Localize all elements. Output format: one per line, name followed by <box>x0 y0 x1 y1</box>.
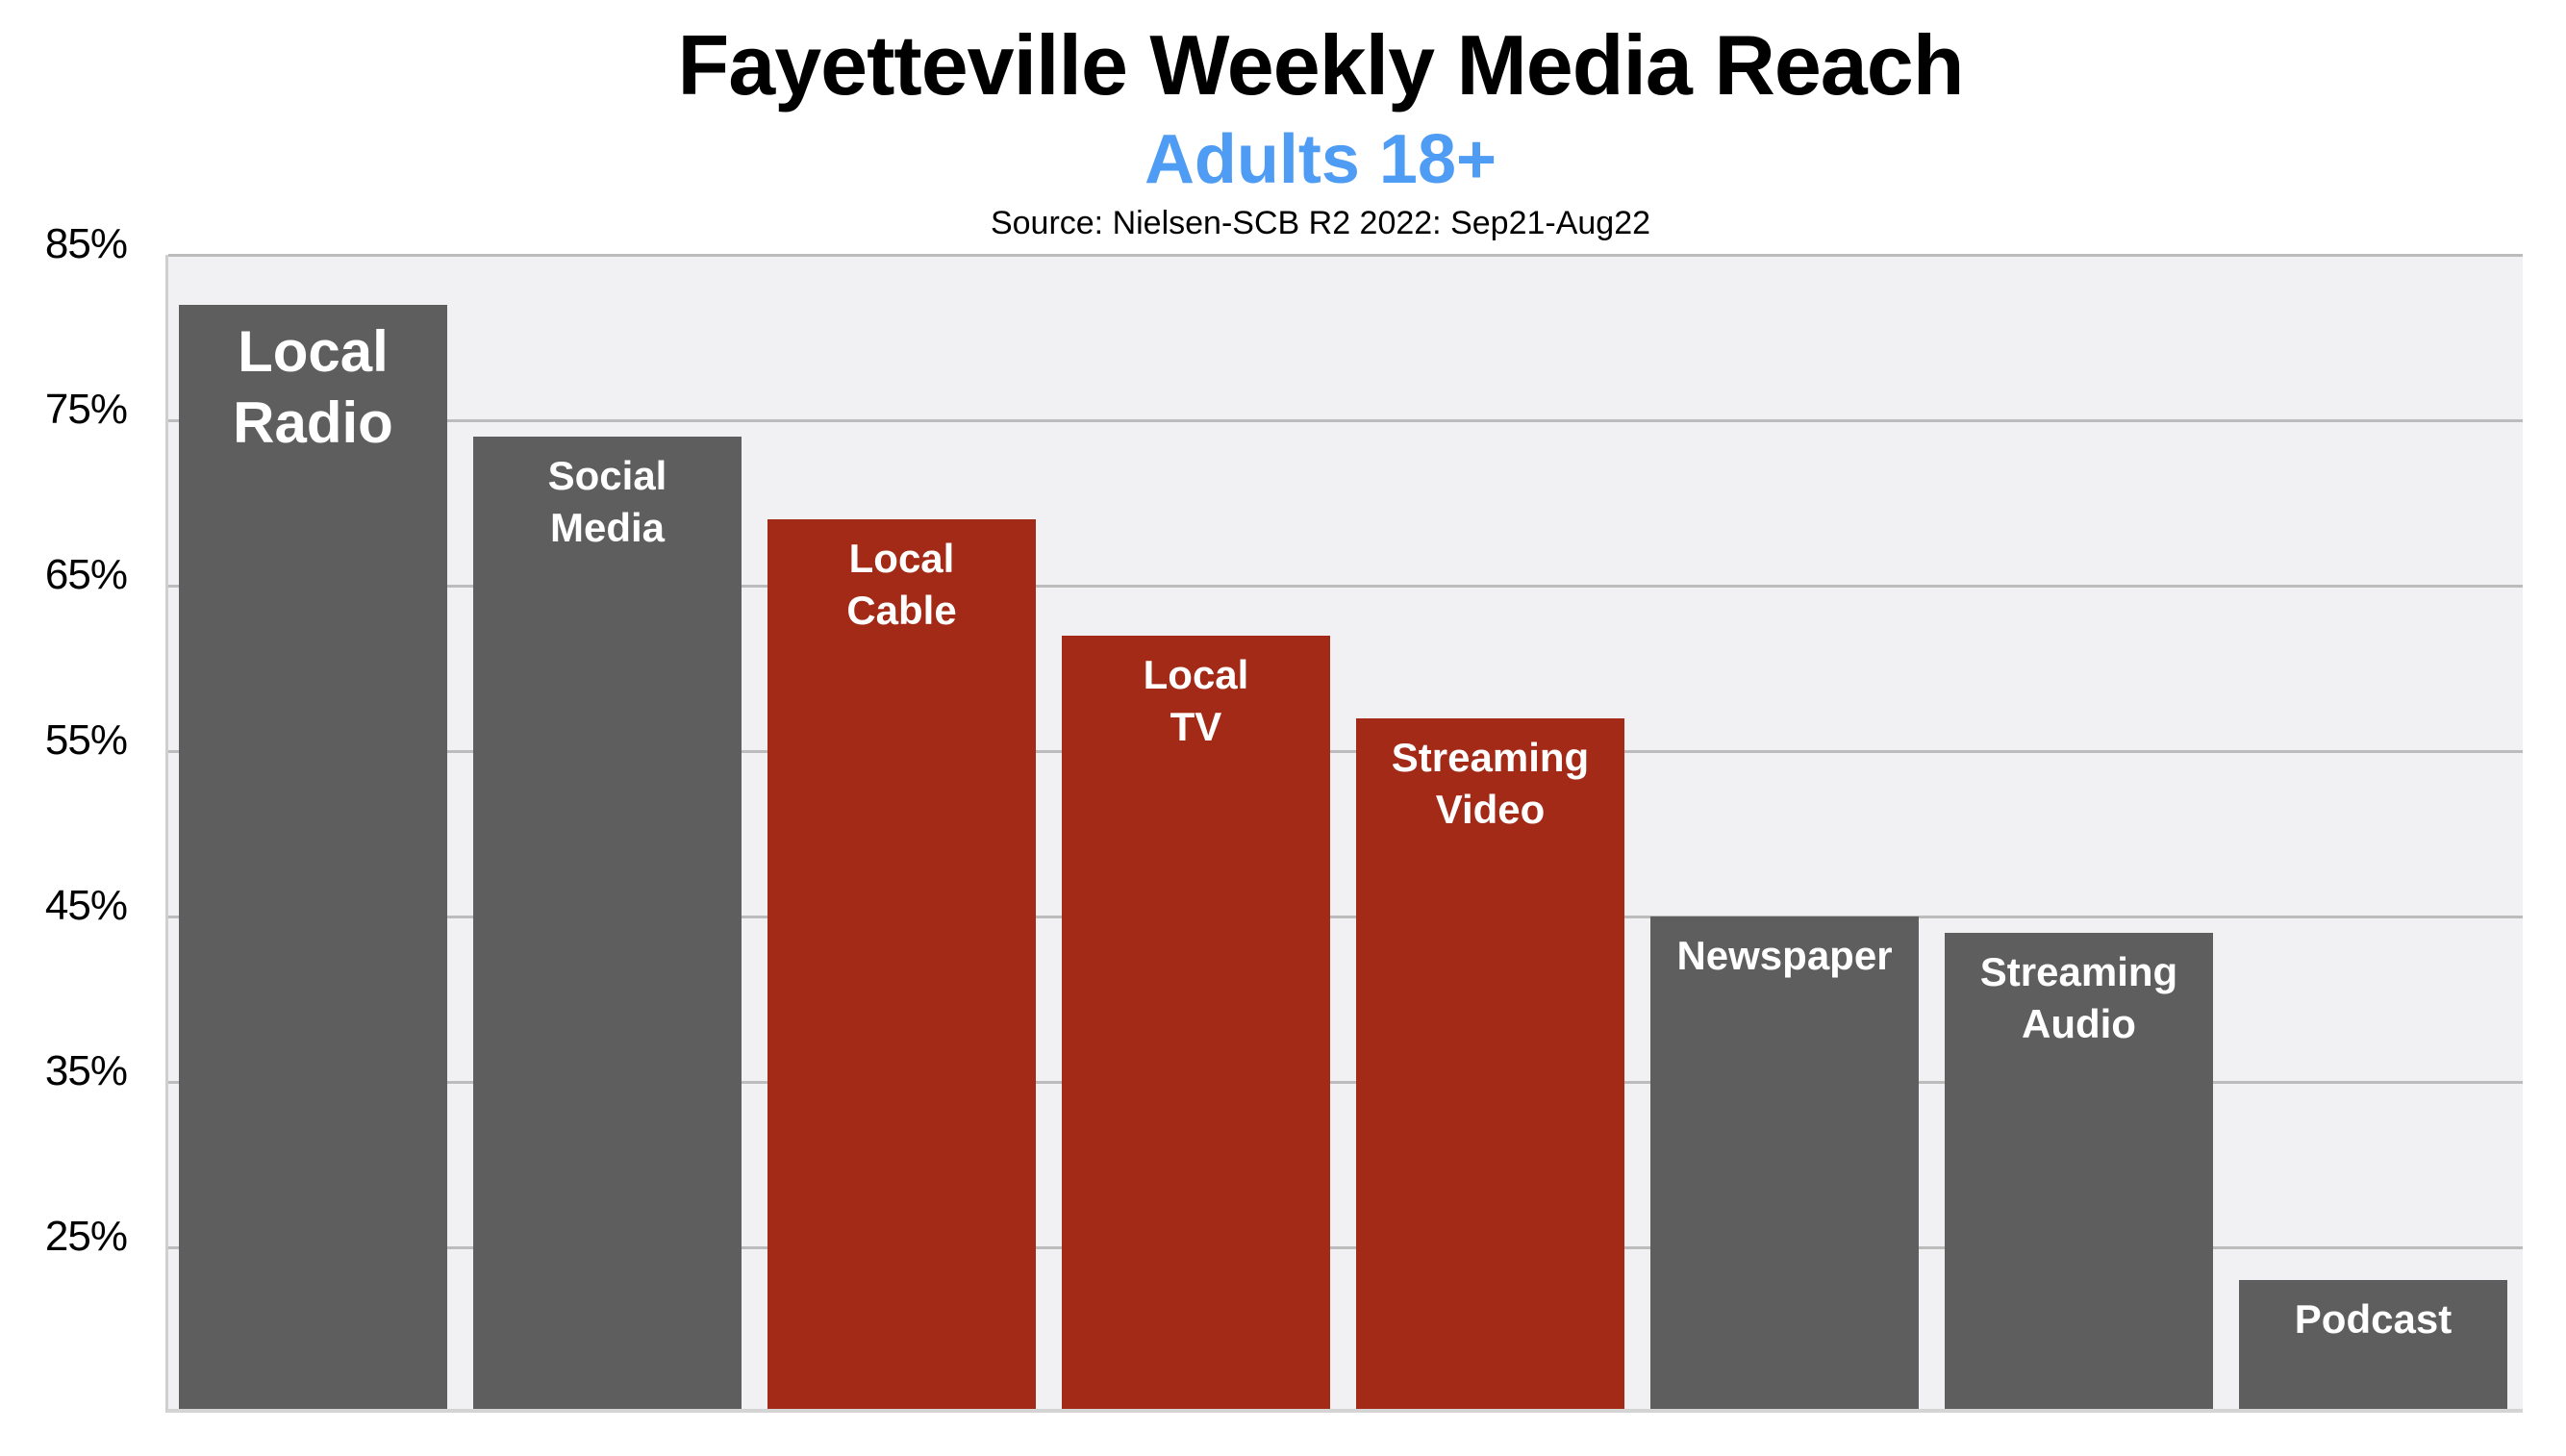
y-tick-label: 35% <box>44 1047 128 1094</box>
bar-label: Social Media <box>547 453 667 551</box>
gridline <box>168 1246 2523 1249</box>
gridline <box>168 419 2523 422</box>
chart-title: Fayetteville Weekly Media Reach <box>677 17 1965 113</box>
bar: Local Radio <box>179 304 447 1409</box>
bar-label: Local Radio <box>233 318 393 455</box>
bar: Social Media <box>473 437 742 1409</box>
gridline <box>168 916 2523 918</box>
bar: Streaming Video <box>1356 717 1624 1409</box>
bar: Newspaper <box>1650 916 1919 1409</box>
y-tick-label: 75% <box>44 386 128 433</box>
gridline <box>168 1081 2523 1084</box>
gridline <box>168 254 2523 257</box>
bar-label: Podcast <box>2294 1296 2453 1343</box>
bar: Streaming Audio <box>1945 933 2213 1409</box>
source-note: Source: Nielsen-SCB R2 2022: Sep21-Aug22 <box>990 205 1651 241</box>
bar: Local TV <box>1062 635 1330 1409</box>
y-tick-label: 45% <box>44 882 128 929</box>
bar-label: Local TV <box>1143 651 1249 749</box>
y-tick-label: 65% <box>44 551 128 598</box>
plot-area: Local Radio Social Media Local Cable Local … <box>165 254 2523 1413</box>
bar: Local Cable <box>767 519 1036 1409</box>
chart-subtitle: Adults 18+ <box>1144 121 1497 198</box>
bar: Podcast <box>2239 1280 2507 1409</box>
y-tick-label: 85% <box>44 220 128 267</box>
y-tick-label: 55% <box>44 716 128 764</box>
gridline <box>168 750 2523 753</box>
bar-label: Local Cable <box>846 536 957 634</box>
gridline <box>168 585 2523 588</box>
bar-label: Streaming Audio <box>1979 949 2178 1047</box>
bar-label: Newspaper <box>1676 933 1893 978</box>
bar-label: Streaming Video <box>1391 734 1590 832</box>
y-tick-label: 25% <box>44 1213 128 1260</box>
